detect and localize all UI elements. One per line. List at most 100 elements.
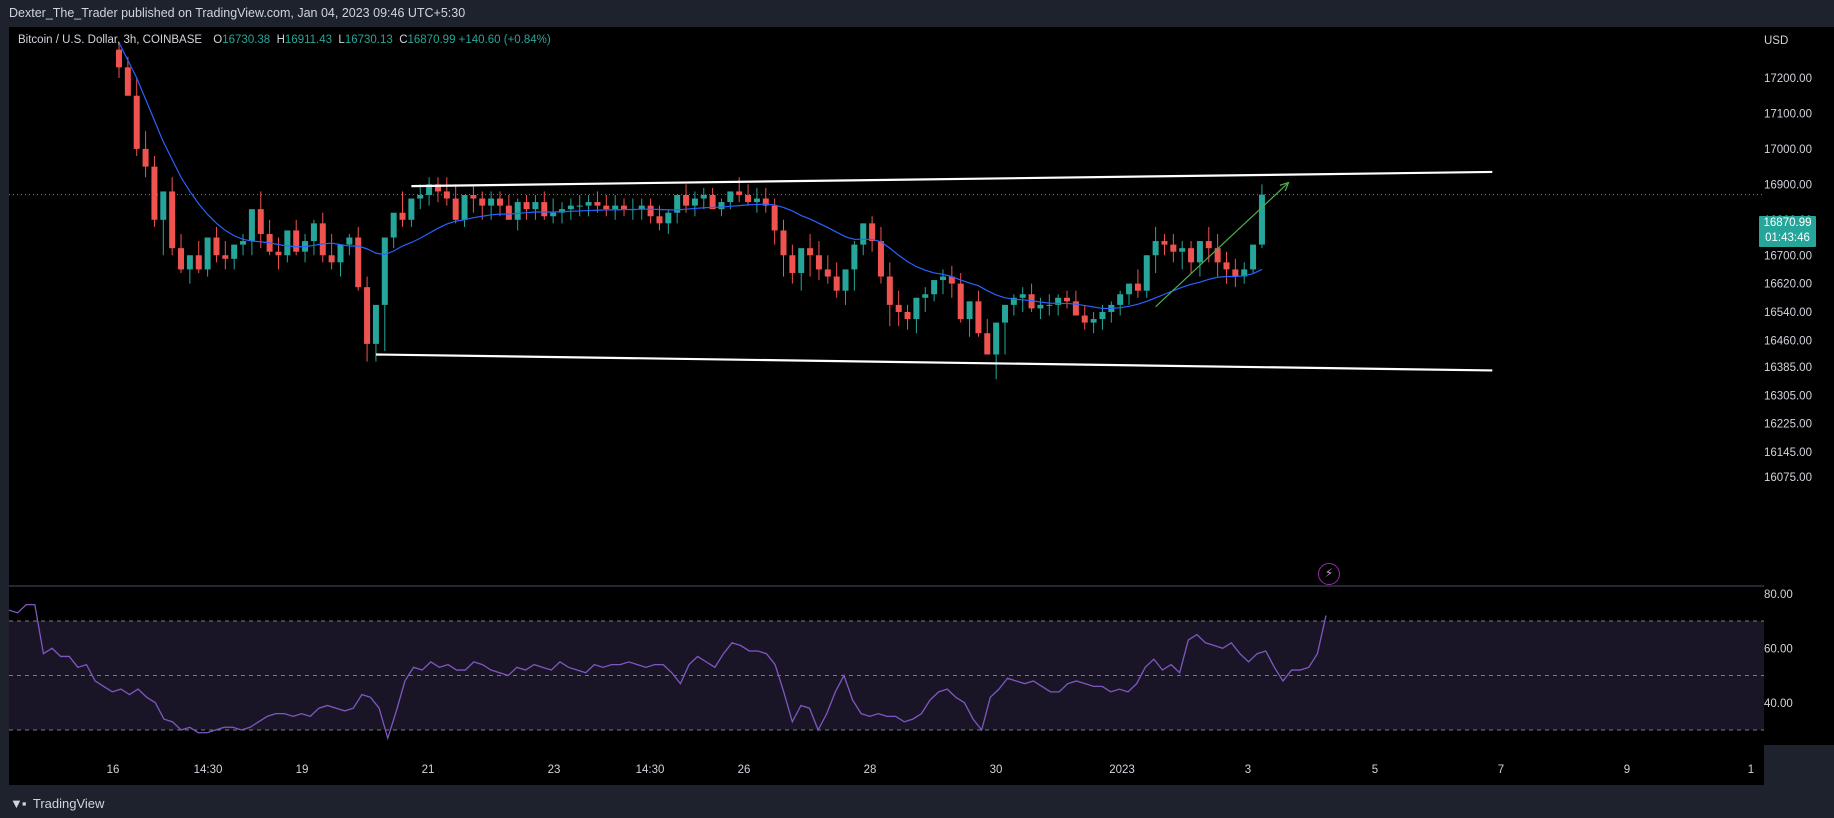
candle-body	[1072, 301, 1079, 316]
candle-body	[496, 198, 503, 206]
candle-body	[381, 237, 388, 305]
time-tick-label: 2023	[1109, 764, 1135, 776]
candle-body	[718, 202, 725, 210]
candle-body	[488, 198, 495, 206]
candle	[1188, 241, 1195, 273]
candle	[665, 209, 672, 234]
candle	[1072, 290, 1079, 316]
last-price-value: 16870.99	[1763, 217, 1812, 229]
bar-countdown: 01:43:46	[1765, 232, 1810, 244]
price-tick-label: 16385.00	[1764, 362, 1812, 374]
candle-body	[798, 248, 805, 273]
candle-body	[319, 223, 326, 256]
candle	[381, 237, 388, 351]
candle	[160, 191, 167, 256]
candle	[461, 194, 468, 227]
candle	[1214, 233, 1221, 277]
rsi-band-fill	[9, 621, 1764, 730]
candle	[505, 194, 512, 220]
candle-body	[364, 287, 371, 344]
candle	[550, 198, 557, 224]
candle-body	[1126, 283, 1133, 295]
time-tick-label: 19	[296, 764, 309, 776]
high-value: 16911.43	[284, 34, 333, 46]
candle	[443, 177, 450, 206]
price-tick-label: 16145.00	[1764, 447, 1812, 459]
candle-body	[691, 198, 698, 206]
candle	[939, 269, 946, 295]
candle	[851, 241, 858, 291]
candle-body	[443, 191, 450, 199]
candle-body	[346, 237, 353, 245]
tradingview-logo[interactable]: ▼▪ TradingView	[10, 796, 104, 811]
candles	[116, 42, 1265, 380]
open-value: 16730.38	[222, 34, 271, 46]
candle-body	[736, 191, 743, 195]
close-label: C	[399, 34, 408, 46]
candle-body	[1161, 241, 1168, 245]
candle	[1232, 258, 1239, 288]
candle	[621, 198, 628, 217]
candle	[310, 219, 317, 256]
tv-logo-icon: ▼▪	[10, 796, 27, 811]
candle-body	[780, 230, 787, 256]
candle	[807, 233, 814, 277]
candle	[195, 241, 202, 273]
candle-body	[514, 202, 521, 220]
ohlc-legend: Bitcoin / U.S. Dollar, 3h, COINBASE O167…	[18, 34, 551, 46]
price-tick-label: 16225.00	[1764, 419, 1812, 431]
brand-name: TradingView	[32, 796, 105, 811]
candle-body	[355, 237, 362, 288]
candle	[975, 290, 982, 337]
candle-body	[550, 212, 557, 217]
price-axis-bg	[1764, 27, 1834, 745]
price-tick-label: 16900.00	[1764, 179, 1812, 191]
candle-body	[1037, 304, 1044, 309]
candle	[966, 301, 973, 337]
candle	[1170, 233, 1177, 263]
candle	[452, 184, 459, 224]
time-axis-bg	[9, 745, 1764, 785]
candle-body	[1010, 297, 1017, 305]
candle-body	[612, 205, 619, 210]
candle-body	[567, 205, 574, 210]
candle-body	[231, 244, 238, 259]
chart-canvas[interactable]: 17200.0017100.0017000.0016900.0016800.00…	[0, 27, 1834, 788]
price-tick-label: 16305.00	[1764, 390, 1812, 402]
candle	[842, 269, 849, 305]
candle	[1010, 294, 1017, 316]
candle-body	[939, 276, 946, 281]
candle	[434, 177, 441, 203]
price-tick-label: 16540.00	[1764, 307, 1812, 319]
candle-body	[1250, 244, 1257, 270]
candle-body	[293, 230, 300, 252]
candle	[877, 226, 884, 284]
candle	[1161, 233, 1168, 256]
time-tick-label: 28	[864, 764, 877, 776]
moving-average-line	[118, 42, 1263, 310]
candle	[408, 198, 415, 227]
price-tick-label: 16460.00	[1764, 335, 1812, 347]
candle-body	[993, 322, 1000, 355]
candle-body	[1002, 304, 1008, 323]
candle	[993, 322, 1000, 380]
candle-body	[931, 280, 938, 295]
candle-body	[1046, 304, 1053, 306]
candle-body	[452, 198, 459, 220]
time-tick-label: 14:30	[194, 764, 223, 776]
candle	[771, 198, 778, 245]
candle	[1250, 244, 1257, 273]
candle-body	[275, 251, 282, 256]
lightning-icon[interactable]: ⚡	[1318, 563, 1340, 585]
candle-body	[922, 294, 929, 298]
candle	[116, 42, 122, 78]
candle-body	[1064, 297, 1071, 302]
candle-body	[700, 194, 707, 199]
candle	[231, 244, 238, 270]
candle	[913, 297, 920, 334]
time-tick-label: 23	[548, 764, 561, 776]
candle	[399, 191, 406, 227]
symbol-name[interactable]: Bitcoin / U.S. Dollar, 3h, COINBASE	[18, 34, 203, 46]
candle	[683, 184, 690, 213]
candle-body	[638, 205, 645, 210]
